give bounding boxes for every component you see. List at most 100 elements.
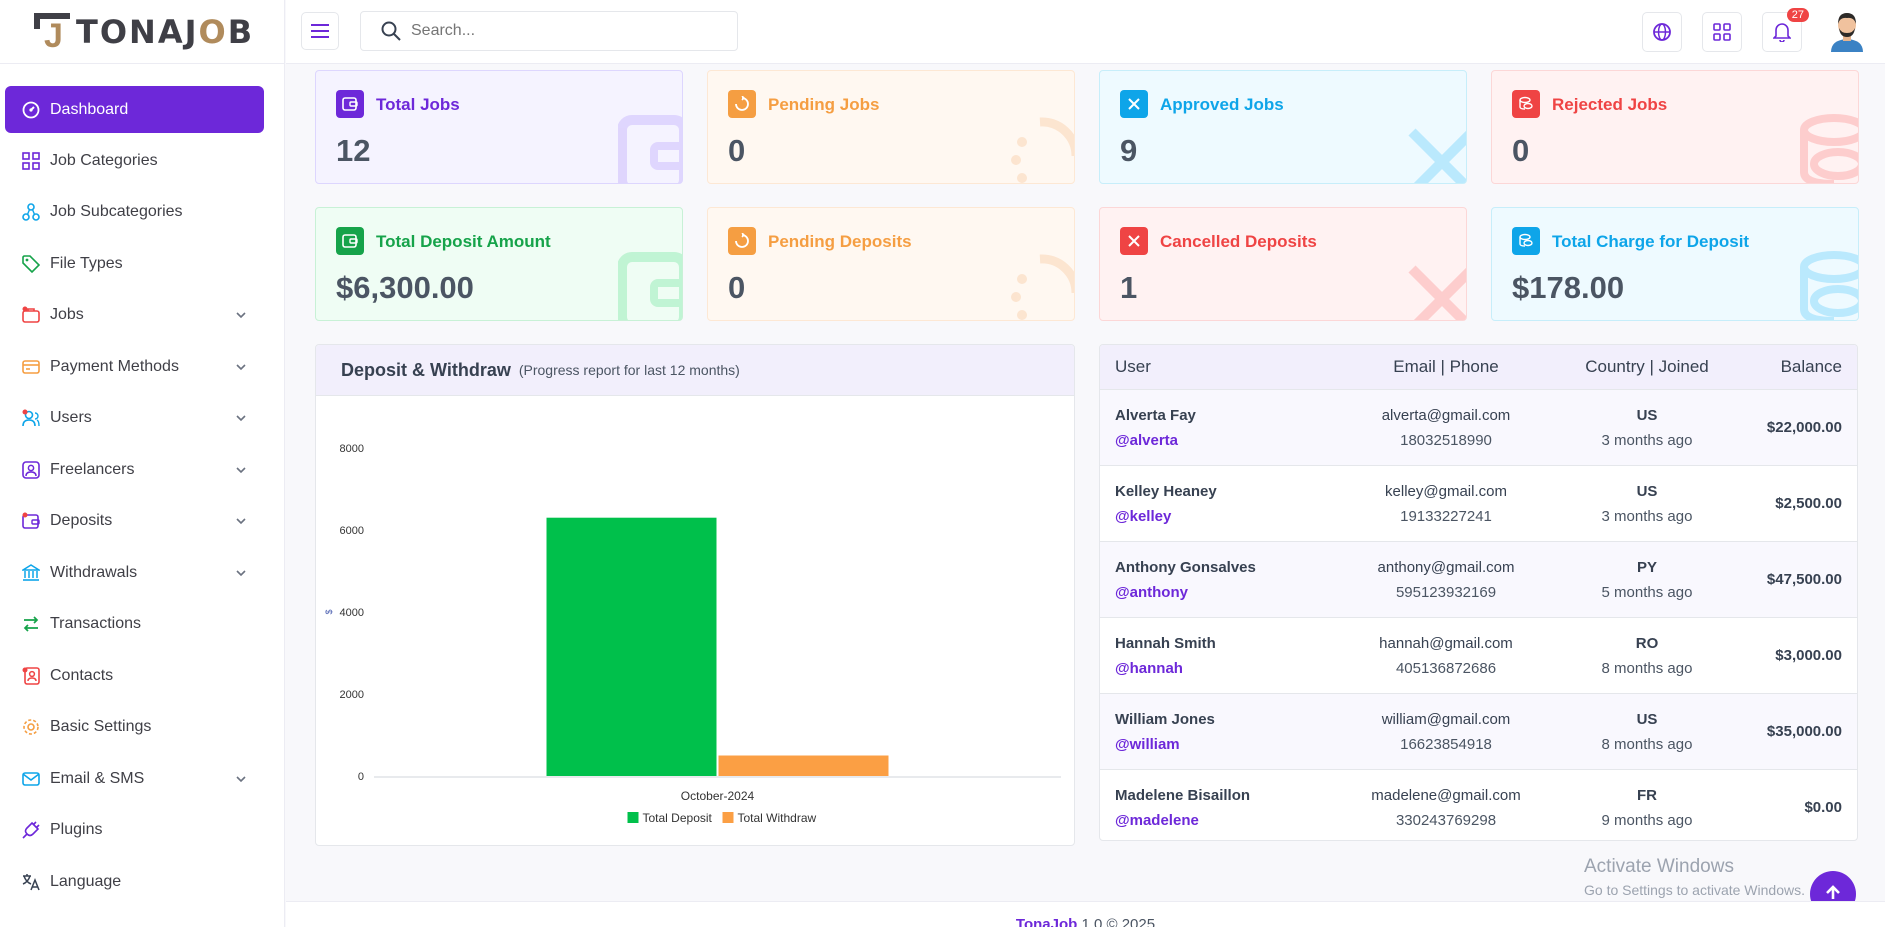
sidebar-item-basic-settings[interactable]: Basic Settings <box>5 704 264 751</box>
sidebar-item-contacts[interactable]: Contacts <box>5 652 264 699</box>
stat-card-pending-deposits[interactable]: Pending Deposits 0 <box>707 207 1075 321</box>
contact-cell: kelley@gmail.com 19133227241 <box>1355 483 1537 525</box>
close-watermark-icon <box>1402 249 1466 320</box>
stat-card-cancelled-deposits[interactable]: Cancelled Deposits 1 <box>1099 207 1467 321</box>
balance-cell: $22,000.00 <box>1757 419 1857 436</box>
plug-icon <box>22 821 40 839</box>
user-joined: 3 months ago <box>1601 431 1693 449</box>
sidebar-item-dashboard[interactable]: Dashboard <box>5 86 264 133</box>
user-handle-link[interactable]: @kelley <box>1115 507 1172 525</box>
user-email: hannah@gmail.com <box>1379 634 1513 652</box>
sidebar-item-payment-methods[interactable]: Payment Methods <box>5 343 264 390</box>
col-balance: Balance <box>1780 357 1842 376</box>
stat-card-pending-jobs[interactable]: Pending Jobs 0 <box>707 70 1075 184</box>
language-button[interactable] <box>1642 12 1682 52</box>
stat-card-rejected-jobs[interactable]: Rejected Jobs 0 <box>1491 70 1859 184</box>
apps-button[interactable] <box>1702 12 1742 52</box>
x-tick-label: October-2024 <box>681 789 755 803</box>
sidebar-item-label: Language <box>50 872 122 890</box>
notifications-button[interactable]: 27 <box>1762 8 1809 52</box>
bank-icon <box>22 563 40 582</box>
user-name: Hannah Smith <box>1115 634 1216 652</box>
gear-icon <box>22 718 40 736</box>
y-axis-label: $ <box>324 609 334 614</box>
sidebar-item-label: Plugins <box>50 821 103 838</box>
col-country-joined: Country | Joined <box>1585 357 1709 376</box>
search-input[interactable] <box>411 22 711 40</box>
sidebar-item-language[interactable]: Language <box>5 858 264 905</box>
user-email: anthony@gmail.com <box>1377 558 1515 576</box>
search-box[interactable] <box>360 11 738 51</box>
wallet-icon <box>336 227 364 255</box>
user-phone: 405136872686 <box>1395 659 1497 677</box>
contact-cell: hannah@gmail.com 405136872686 <box>1355 635 1537 677</box>
stat-title: Pending Deposits <box>768 232 912 251</box>
stat-card-total-deposit-amount[interactable]: Total Deposit Amount $6,300.00 <box>315 207 683 321</box>
wallet-watermark-icon <box>617 249 682 320</box>
legend-label: Total Withdraw <box>738 811 817 825</box>
legend-swatch <box>627 812 639 823</box>
stat-title: Cancelled Deposits <box>1160 232 1317 251</box>
sidebar-item-label: Freelancers <box>50 460 135 478</box>
deposit-withdraw-chart: 0 2000 4000 6000 8000 $ October-2024 Total Depo… <box>324 443 1061 825</box>
search-icon <box>381 21 401 41</box>
bar-total-deposit <box>546 517 717 776</box>
close-watermark-icon <box>1402 112 1466 183</box>
user-handle-link[interactable]: @madelene <box>1115 811 1199 829</box>
sidebar-item-label: Deposits <box>50 512 113 529</box>
chevron-down-icon <box>236 518 246 525</box>
stat-card-total-jobs[interactable]: Total Jobs 12 <box>315 70 683 184</box>
sidebar-item-plugins[interactable]: Plugins <box>5 807 264 854</box>
sidebar-item-label: Users <box>50 409 92 426</box>
globe-icon <box>1653 23 1671 41</box>
coins-watermark-icon <box>1794 112 1858 183</box>
sidebar-item-freelancers[interactable]: Freelancers <box>5 446 264 493</box>
sidebar-item-job-categories[interactable]: Job Categories <box>5 137 264 184</box>
sidebar-item-job-subcategories[interactable]: Job Subcategories <box>5 189 264 236</box>
stat-value: 0 <box>728 133 746 168</box>
user-handle-link[interactable]: @anthony <box>1115 583 1188 601</box>
user-handle-link[interactable]: @william <box>1115 735 1180 753</box>
sidebar-item-transactions[interactable]: Transactions <box>5 601 264 648</box>
y-tick-label: 2000 <box>340 689 364 701</box>
sidebar-item-file-types[interactable]: File Types <box>5 240 264 287</box>
spinner-watermark-icon <box>1010 249 1074 320</box>
sidebar-item-withdrawals[interactable]: Withdrawals <box>5 549 264 596</box>
sidebar-item-users[interactable]: Users <box>5 395 264 442</box>
chevron-down-icon <box>236 775 246 782</box>
user-handle-link[interactable]: @hannah <box>1115 659 1183 677</box>
country-cell: FR 9 months ago <box>1537 787 1757 829</box>
user-cell: Alverta Fay @alverta <box>1100 407 1355 449</box>
user-phone: 18032518990 <box>1400 431 1492 449</box>
sidebar-item-email-sms[interactable]: Email & SMS <box>5 755 264 802</box>
table-row: Anthony Gonsalves @anthony anthony@gmail.c… <box>1100 542 1857 618</box>
user-cell: Madelene Bisaillon @madelene <box>1100 787 1355 829</box>
coins-icon <box>1512 227 1540 255</box>
balance-cell: $0.00 <box>1757 799 1857 816</box>
footer-brand-link[interactable]: TonaJob <box>1015 916 1078 927</box>
user-country: RO <box>1635 634 1659 652</box>
contact-icon <box>22 666 40 685</box>
sidebar-item-label: Contacts <box>50 666 114 684</box>
stat-title: Rejected Jobs <box>1552 95 1668 114</box>
user-handle-link[interactable]: @alverta <box>1115 431 1178 449</box>
chevron-down-icon <box>236 363 246 370</box>
user-cell: Kelley Heaney @kelley <box>1100 483 1355 525</box>
sidebar-item-deposits[interactable]: Deposits <box>5 498 264 545</box>
apps-grid-icon <box>1713 23 1731 41</box>
user-joined: 9 months ago <box>1601 811 1693 829</box>
avatar[interactable] <box>1829 10 1865 52</box>
country-cell: RO 8 months ago <box>1537 635 1757 677</box>
sidebar-item-jobs[interactable]: Jobs <box>5 292 264 339</box>
spinner-watermark-icon <box>1010 112 1074 183</box>
sidebar-item-label: Payment Methods <box>50 357 179 375</box>
logo[interactable]: J TONAJOB <box>0 0 284 64</box>
stat-card-total-charge-for-deposit[interactable]: Total Charge for Deposit $178.00 <box>1491 207 1859 321</box>
sidebar-item-label: Jobs <box>50 306 84 323</box>
stat-card-approved-jobs[interactable]: Approved Jobs 9 <box>1099 70 1467 184</box>
chevron-down-icon <box>236 569 246 576</box>
stat-title: Approved Jobs <box>1160 95 1284 114</box>
menu-toggle-button[interactable] <box>301 12 339 50</box>
freelancer-icon <box>22 460 40 479</box>
gauge-icon <box>22 101 40 119</box>
